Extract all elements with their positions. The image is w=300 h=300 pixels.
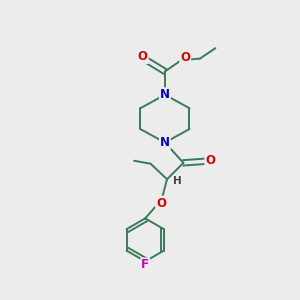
- Text: N: N: [160, 136, 170, 149]
- Text: H: H: [173, 176, 182, 186]
- Text: O: O: [180, 51, 190, 64]
- Text: O: O: [205, 154, 215, 167]
- Text: N: N: [160, 88, 170, 101]
- Text: O: O: [138, 50, 148, 63]
- Text: O: O: [156, 197, 166, 210]
- Text: F: F: [141, 259, 149, 272]
